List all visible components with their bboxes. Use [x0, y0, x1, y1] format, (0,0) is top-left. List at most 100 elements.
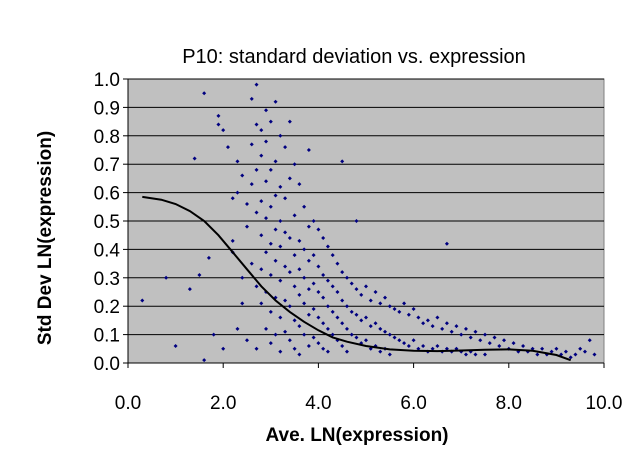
data-point	[444, 241, 449, 246]
data-point	[406, 312, 411, 317]
y-axis-label: Std Dev LN(expression)	[35, 131, 56, 345]
data-point	[535, 352, 540, 357]
data-point	[264, 139, 269, 144]
data-point	[563, 349, 568, 354]
data-point	[582, 349, 587, 354]
data-point	[283, 196, 288, 201]
data-point	[283, 298, 288, 303]
data-point	[344, 326, 349, 331]
data-point	[587, 338, 592, 343]
x-tick-label: 10.0	[586, 393, 623, 414]
data-point	[311, 253, 316, 258]
data-point	[292, 162, 297, 167]
data-point	[321, 321, 326, 326]
data-point	[235, 190, 240, 195]
data-point	[287, 119, 292, 124]
data-point	[383, 295, 388, 300]
data-point	[254, 284, 259, 289]
data-point	[368, 324, 373, 329]
data-point	[259, 233, 264, 238]
data-point	[283, 329, 288, 334]
data-point	[402, 301, 407, 306]
data-point	[268, 204, 273, 209]
data-point	[463, 352, 468, 357]
data-point	[268, 341, 273, 346]
data-point	[387, 304, 392, 309]
y-tick-label: 0.7	[94, 155, 120, 176]
data-point	[340, 321, 345, 326]
data-point	[192, 156, 197, 161]
data-point	[325, 278, 330, 283]
data-point	[292, 213, 297, 218]
data-point	[421, 321, 426, 326]
data-point	[416, 346, 421, 351]
data-point	[397, 338, 402, 343]
data-point	[468, 335, 473, 340]
data-point	[330, 332, 335, 337]
data-point	[221, 128, 226, 133]
data-point	[235, 159, 240, 164]
data-point	[259, 128, 264, 133]
data-point	[473, 329, 478, 334]
data-point	[306, 258, 311, 263]
data-point	[344, 304, 349, 309]
y-tick-label: 0.1	[94, 326, 120, 347]
data-point	[425, 318, 430, 323]
data-point	[349, 332, 354, 337]
x-tick-label: 4.0	[305, 393, 331, 414]
data-point	[463, 326, 468, 331]
x-tick-label: 2.0	[210, 393, 236, 414]
gridlines	[128, 78, 604, 336]
data-point	[240, 173, 245, 178]
data-point	[268, 167, 273, 172]
data-point	[330, 284, 335, 289]
data-point	[511, 341, 516, 346]
data-point	[302, 275, 307, 280]
data-point	[321, 272, 326, 277]
data-point	[478, 338, 483, 343]
data-point	[349, 281, 354, 286]
data-point	[297, 324, 302, 329]
data-point	[278, 184, 283, 189]
data-point	[264, 179, 269, 184]
data-point	[254, 346, 259, 351]
data-point	[273, 258, 278, 263]
data-point	[554, 346, 559, 351]
data-point	[306, 343, 311, 348]
data-point	[278, 244, 283, 249]
data-point	[268, 119, 273, 124]
y-tick-label: 0.3	[94, 269, 120, 290]
data-point	[335, 261, 340, 266]
data-point	[340, 298, 345, 303]
data-point	[254, 122, 259, 127]
data-point	[287, 236, 292, 241]
y-tick-label: 0.8	[94, 127, 120, 148]
data-point	[344, 349, 349, 354]
data-point	[354, 312, 359, 317]
data-point	[259, 301, 264, 306]
data-point	[325, 244, 330, 249]
data-point	[254, 82, 259, 87]
data-point	[287, 176, 292, 181]
data-point	[259, 267, 264, 272]
data-point	[249, 96, 254, 101]
data-point	[430, 346, 435, 351]
data-point	[325, 326, 330, 331]
data-point	[392, 307, 397, 312]
data-point	[349, 309, 354, 314]
data-point	[397, 309, 402, 314]
data-point	[440, 326, 445, 331]
data-point	[330, 253, 335, 258]
data-point	[302, 247, 307, 252]
data-point	[402, 341, 407, 346]
data-point	[297, 292, 302, 297]
data-point	[221, 346, 226, 351]
data-point	[164, 275, 169, 280]
data-point	[240, 301, 245, 306]
data-point	[411, 307, 416, 312]
data-point	[297, 238, 302, 243]
data-point	[316, 290, 321, 294]
data-point	[306, 148, 311, 152]
data-point	[259, 153, 264, 158]
data-point	[245, 201, 249, 206]
